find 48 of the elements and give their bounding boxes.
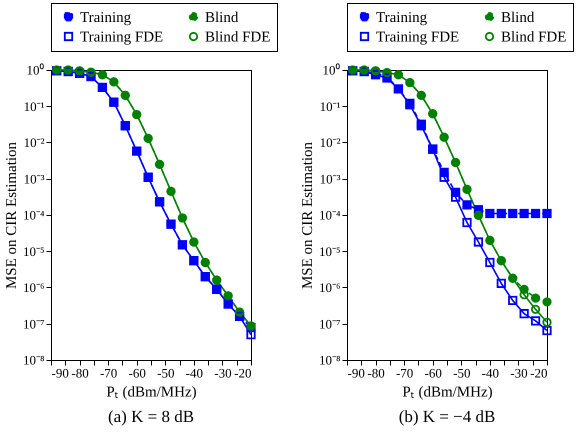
y-tick-label: 10⁰	[322, 62, 340, 78]
y-tick-label: 10⁻⁸	[22, 352, 45, 368]
x-tick-label: -80	[367, 366, 385, 380]
y-axis-title: MSE on CIR Estimation	[300, 141, 316, 290]
x-tick-label: -70	[396, 366, 414, 380]
y-tick-label: 10⁻⁴	[22, 208, 45, 222]
legend-label: Blind	[205, 10, 239, 26]
y-tick-label: 10⁻⁸	[318, 352, 341, 368]
legend-label: Training	[80, 10, 132, 26]
text: (a) K = 8 dB	[108, 407, 194, 426]
legend-label: Training FDE	[376, 30, 460, 46]
y-tick-label: 10⁻³	[320, 171, 341, 186]
y-tick-label: 10⁻¹	[320, 98, 341, 114]
x-axis-title: Pₜ (dBm/MHz)	[106, 384, 197, 400]
legend-label: Blind FDE	[205, 30, 270, 46]
y-tick-label: 10⁻⁶	[22, 280, 44, 295]
x-tick-label: -30	[510, 366, 528, 380]
x-tick-label: -70	[100, 366, 118, 380]
x-tick-label: -20	[530, 366, 548, 380]
legend-label: Blind	[501, 10, 535, 26]
y-tick-label: 10⁻⁵	[318, 244, 340, 259]
x-tick-label: -60	[128, 366, 146, 380]
x-tick-label: -50	[157, 366, 174, 380]
y-tick-label: 10⁻⁷	[318, 316, 340, 332]
x-tick-label: -40	[482, 366, 500, 380]
x-tick-label: -20	[234, 366, 252, 380]
x-axis-title: Pₜ (dBm/MHz)	[402, 384, 493, 400]
x-tick-label: -40	[186, 366, 204, 380]
y-tick-label: 10⁻²	[320, 135, 341, 150]
x-tick-label: -90	[52, 366, 69, 380]
y-tick-label: 10⁻⁷	[22, 316, 44, 332]
legend-label: Blind FDE	[501, 30, 566, 46]
x-tick-label: -30	[214, 366, 232, 380]
text: (b) K = −4 dB	[398, 407, 496, 426]
y-tick-label: 10⁻⁴	[318, 208, 341, 222]
x-tick-label: -60	[424, 366, 442, 380]
y-tick-label: 10⁻³	[24, 171, 45, 186]
y-tick-label: 10⁰	[26, 62, 44, 78]
y-tick-label: 10⁻¹	[24, 98, 45, 114]
x-tick-label: -50	[453, 366, 470, 380]
x-tick-label: -80	[71, 366, 89, 380]
legend-label: Training FDE	[80, 30, 164, 46]
y-tick-label: 10⁻⁶	[318, 280, 340, 295]
legend-label: Training	[376, 10, 428, 26]
x-tick-label: -90	[348, 366, 365, 380]
y-tick-label: 10⁻⁵	[22, 244, 44, 259]
y-axis-title: MSE on CIR Estimation	[4, 141, 20, 290]
y-tick-label: 10⁻²	[24, 135, 45, 150]
